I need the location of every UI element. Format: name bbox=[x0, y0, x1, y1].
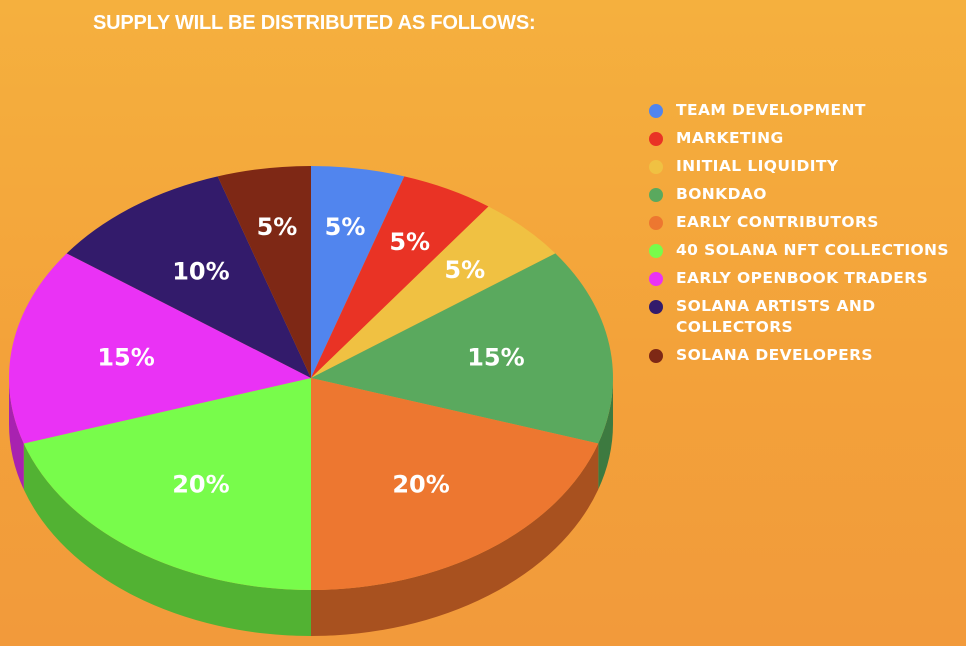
legend-swatch bbox=[649, 188, 663, 202]
legend-swatch bbox=[649, 216, 663, 230]
pie-slice-40-solana-nft-collections bbox=[23, 378, 311, 590]
legend-label: EARLY CONTRIBUTORS bbox=[676, 213, 879, 231]
pie-slice-solana-developers bbox=[217, 166, 311, 378]
pie-slice-early-contributors bbox=[311, 378, 599, 590]
legend-swatch bbox=[649, 132, 663, 146]
pie-label-solana-developers: 5% bbox=[257, 213, 298, 241]
pie-side-40-solana-nft-collections bbox=[23, 443, 311, 636]
pie-label-early-openbook-traders: 15% bbox=[97, 343, 154, 371]
pie-slice-solana-artists-and-collectors bbox=[66, 176, 311, 378]
legend-swatch bbox=[649, 300, 663, 314]
pie-label-solana-artists-and-collectors: 10% bbox=[172, 258, 229, 286]
pie-label-initial-liquidity: 5% bbox=[444, 256, 485, 284]
pie-slice-bonkdao bbox=[311, 253, 613, 444]
pie-slice-initial-liquidity bbox=[311, 206, 556, 378]
legend-label: INITIAL LIQUIDITY bbox=[676, 157, 839, 175]
legend-label: BONKDAO bbox=[676, 185, 767, 203]
pie-side-early-openbook-traders bbox=[9, 378, 24, 490]
legend-label: 40 SOLANA NFT COLLECTIONS bbox=[676, 241, 949, 259]
legend-item-initial-liquidity: INITIAL LIQUIDITY bbox=[649, 156, 964, 177]
pie-slice-early-openbook-traders bbox=[8, 253, 311, 444]
legend-swatch bbox=[649, 104, 663, 118]
pie-label-early-contributors: 20% bbox=[392, 470, 449, 498]
legend-item-team-development: TEAM DEVELOPMENT bbox=[649, 100, 964, 121]
pie-label-team-development: 5% bbox=[325, 213, 366, 241]
legend-swatch bbox=[649, 244, 663, 258]
legend-swatch bbox=[649, 349, 663, 363]
legend-label: EARLY OPENBOOK TRADERS bbox=[676, 269, 929, 287]
legend-swatch bbox=[649, 160, 663, 174]
legend-item-bonkdao: BONKDAO bbox=[649, 184, 964, 205]
legend-item-marketing: MARKETING bbox=[649, 128, 964, 149]
legend-item-early-openbook-traders: EARLY OPENBOOK TRADERS bbox=[649, 268, 964, 289]
pie-labels: 5% 5% 5% 15% 20% 20% 15% 10% 5% bbox=[97, 213, 524, 498]
pie-slices bbox=[8, 166, 613, 590]
chart-legend: TEAM DEVELOPMENT MARKETING INITIAL LIQUIDI… bbox=[649, 100, 964, 373]
pie-slice-team-development bbox=[311, 166, 405, 378]
pie-label-marketing: 5% bbox=[389, 228, 430, 256]
pie-side-bonkdao bbox=[598, 378, 613, 490]
legend-item-solana-developers: SOLANA DEVELOPERS bbox=[649, 345, 964, 366]
legend-item-40-solana-nft-collections: 40 SOLANA NFT COLLECTIONS bbox=[649, 240, 964, 261]
pie-sides bbox=[9, 378, 613, 636]
legend-label: TEAM DEVELOPMENT bbox=[676, 101, 866, 119]
legend-label: SOLANA DEVELOPERS bbox=[676, 346, 873, 364]
legend-swatch bbox=[649, 272, 663, 286]
legend-item-early-contributors: EARLY CONTRIBUTORS bbox=[649, 212, 964, 233]
legend-label: MARKETING bbox=[676, 129, 784, 147]
pie-label-bonkdao: 15% bbox=[467, 343, 524, 371]
pie-slice-marketing bbox=[311, 176, 489, 378]
pie-label-40-solana-nft-collections: 20% bbox=[172, 470, 229, 498]
pie-side-early-contributors bbox=[311, 443, 599, 636]
legend-item-solana-artists-and-collectors: SOLANA ARTISTS AND COLLECTORS bbox=[649, 296, 964, 338]
chart-title: SUPPLY WILL BE DISTRIBUTED AS FOLLOWS: bbox=[93, 12, 536, 34]
legend-label: SOLANA ARTISTS AND COLLECTORS bbox=[676, 297, 876, 336]
